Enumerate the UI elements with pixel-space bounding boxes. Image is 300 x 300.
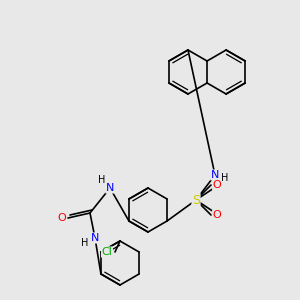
Text: H: H [221,173,229,183]
Text: H: H [81,238,89,248]
Text: S: S [192,194,200,206]
Text: O: O [213,180,221,190]
Text: N: N [106,183,114,193]
Text: O: O [213,210,221,220]
Text: O: O [58,213,66,223]
Text: H: H [98,175,106,185]
Text: Cl: Cl [102,247,112,257]
Text: N: N [91,233,99,243]
Text: N: N [211,170,219,180]
